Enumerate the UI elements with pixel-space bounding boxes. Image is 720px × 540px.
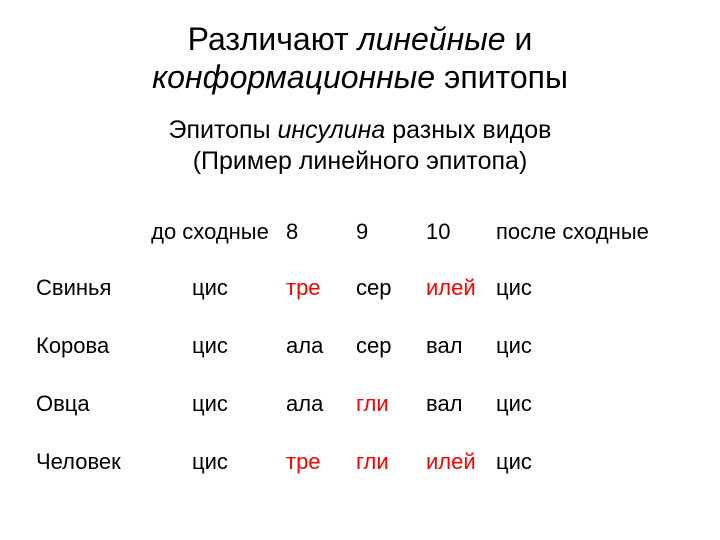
col-header-10: 10 — [420, 205, 490, 259]
table-row: Человекцистреглиилейцис — [30, 433, 690, 491]
cell-pos9: гли — [350, 375, 420, 433]
cell-before: цис — [140, 375, 280, 433]
subtitle-italic1: инсулина — [278, 116, 386, 144]
cell-pos8: тре — [280, 259, 350, 317]
col-header-before: до сходные — [140, 205, 280, 259]
cell-after: цис — [490, 317, 690, 375]
title-italic1: линейные — [358, 21, 506, 57]
subtitle-part3: (Пример линейного эпитопа) — [193, 147, 528, 175]
cell-before: цис — [140, 259, 280, 317]
slide-subtitle: Эпитопы инсулина разных видов (Пример ли… — [30, 115, 690, 178]
cell-before: цис — [140, 317, 280, 375]
cell-pos10: илей — [420, 259, 490, 317]
table-row: Свиньяцистресерилейцис — [30, 259, 690, 317]
title-part1: Различают — [188, 21, 358, 57]
table-row: Коровацисаласервалцис — [30, 317, 690, 375]
cell-pos8: ала — [280, 317, 350, 375]
cell-after: цис — [490, 433, 690, 491]
cell-pos9: сер — [350, 317, 420, 375]
cell-pos9: сер — [350, 259, 420, 317]
title-part3: эпитопы — [435, 59, 568, 95]
row-label: Корова — [30, 317, 140, 375]
col-header-empty — [30, 205, 140, 259]
row-label: Овца — [30, 375, 140, 433]
table-header-row: до сходные 8 9 10 после сходные — [30, 205, 690, 259]
subtitle-part2: разных видов — [385, 116, 551, 144]
row-label: Свинья — [30, 259, 140, 317]
cell-pos8: ала — [280, 375, 350, 433]
title-italic2: конформационные — [152, 59, 435, 95]
epitope-table: до сходные 8 9 10 после сходные Свиньяци… — [30, 205, 690, 491]
col-header-9: 9 — [350, 205, 420, 259]
cell-after: цис — [490, 259, 690, 317]
cell-pos10: вал — [420, 375, 490, 433]
cell-pos10: илей — [420, 433, 490, 491]
subtitle-part1: Эпитопы — [169, 116, 278, 144]
cell-pos10: вал — [420, 317, 490, 375]
cell-pos9: гли — [350, 433, 420, 491]
col-header-after: после сходные — [490, 205, 690, 259]
title-part2: и — [506, 21, 533, 57]
cell-before: цис — [140, 433, 280, 491]
cell-pos8: тре — [280, 433, 350, 491]
row-label: Человек — [30, 433, 140, 491]
table-row: Овцацисалагливалцис — [30, 375, 690, 433]
col-header-8: 8 — [280, 205, 350, 259]
cell-after: цис — [490, 375, 690, 433]
slide-title: Различают линейные и конформационные эпи… — [30, 20, 690, 97]
